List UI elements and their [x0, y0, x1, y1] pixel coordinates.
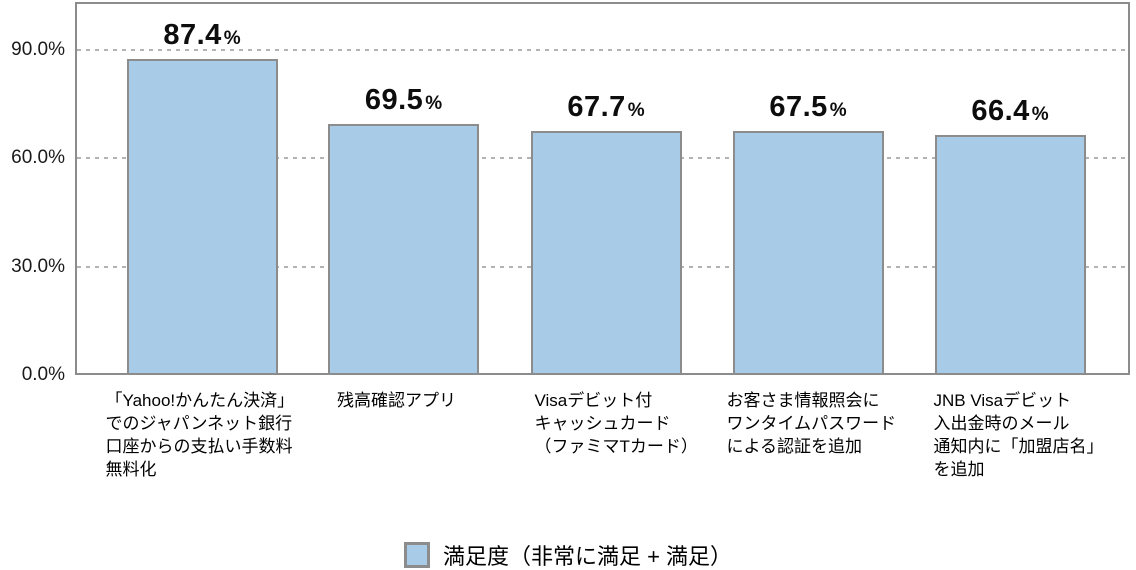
category-label-line: （ファミマTカード）: [534, 437, 698, 456]
bar: [328, 124, 479, 375]
legend-swatch-icon: [403, 542, 430, 568]
legend-label: 満足度（非常に満足 + 満足）: [442, 544, 733, 569]
category-label: Visaデビット付 キャッシュカード （ファミマTカード）: [535, 389, 698, 458]
category-label-line: による認証を追加: [726, 437, 863, 456]
category-label-line: 口座からの支払い手数料: [105, 437, 293, 456]
category-label-line: 「Yahoo!かんたん決済」: [105, 391, 295, 410]
category-label-line: お客さま情報照会に: [726, 391, 880, 410]
legend: 満足度（非常に満足 + 満足）: [0, 539, 1136, 570]
y-axis-tick-label: 60.0%: [11, 147, 65, 169]
bar: [934, 135, 1086, 375]
gridline: [77, 49, 1128, 51]
bar-value-percent-sign: %: [425, 93, 443, 115]
category-label: 「Yahoo!かんたん決済」 でのジャパンネット銀行 口座からの支払い手数料 無料化: [106, 389, 295, 481]
bar-value-percent-sign: %: [627, 99, 645, 121]
bar-value-number: 67.7: [567, 90, 626, 123]
y-axis-tick-label: 0.0%: [21, 364, 65, 385]
category-label-line: 残高確認アプリ: [337, 391, 456, 410]
bar-value-label: 69.5%: [365, 86, 442, 115]
bar-value-label: 67.5%: [769, 93, 846, 122]
y-axis-tick-label: 90.0%: [11, 39, 65, 60]
bar-value-percent-sign: %: [223, 28, 241, 50]
category-label-line: ワンタイムパスワード: [726, 414, 897, 433]
bar-value-percent-sign: %: [829, 100, 847, 122]
category-label: JNB Visaデビット 入出金時のメール通知内に「加盟店名」 を追加: [934, 389, 1104, 481]
category-label-line: Visaデビット付: [534, 391, 653, 410]
category-label-line: でのジャパンネット銀行: [105, 414, 293, 433]
bar: [732, 131, 884, 375]
y-axis-tick-label: 30.0%: [11, 255, 65, 277]
bar-value-percent-sign: %: [1031, 104, 1049, 126]
bar-value-number: 66.4: [971, 95, 1030, 128]
bar-value-number: 67.5: [769, 91, 828, 124]
category-label-line: 入出金時のメール: [933, 414, 1070, 433]
category-label: 残高確認アプリ: [337, 389, 456, 412]
category-label-line: 通知内に「加盟店名」: [933, 437, 1104, 456]
bar: [126, 59, 278, 375]
category-label-line: 無料化: [105, 460, 157, 479]
bar: [530, 130, 682, 375]
bar-value-label: 87.4%: [163, 21, 240, 50]
category-label-line: を追加: [933, 460, 985, 479]
bar-value-number: 87.4: [163, 19, 222, 52]
category-label-line: キャッシュカード: [534, 414, 671, 433]
bar-value-label: 67.7%: [567, 90, 645, 123]
category-label: お客さま情報照会に ワンタイムパスワード による認証を追加: [727, 389, 897, 458]
bar-value-number: 69.5: [364, 84, 424, 117]
category-label-line: JNB Visaデビット: [933, 391, 1072, 410]
bar-value-label: 66.4%: [971, 97, 1048, 126]
